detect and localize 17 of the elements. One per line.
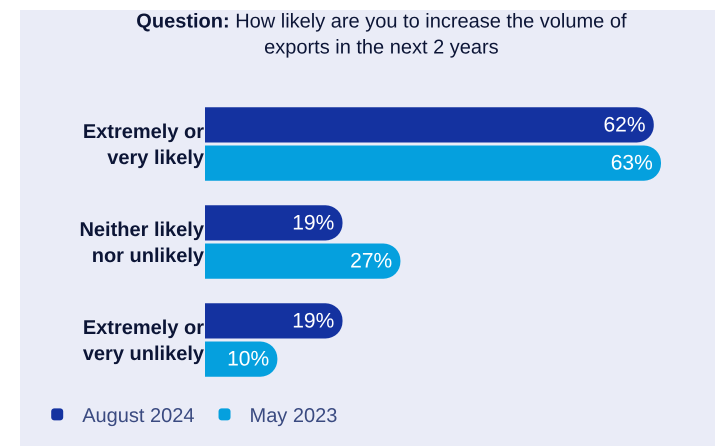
- bar: [205, 205, 343, 240]
- data-label: 62%: [603, 113, 646, 136]
- y-tick-label: Extremely or very unlikely: [82, 317, 205, 365]
- data-label: 63%: [610, 152, 653, 175]
- legend-label: August 2024: [82, 405, 195, 428]
- bar: [205, 303, 343, 338]
- data-label: 19%: [292, 211, 334, 234]
- y-tick-label: Extremely or very likely: [82, 121, 205, 169]
- data-label: 19%: [292, 309, 334, 332]
- chart-title: Question: How likely are you to increase the volume of exports in the next 2 years: [136, 10, 627, 58]
- y-tick-label: Neither likely nor unlikely: [79, 219, 205, 267]
- legend-label: May 2023: [250, 405, 338, 428]
- bar: [205, 244, 400, 279]
- data-label: 10%: [227, 348, 270, 371]
- bar: [205, 146, 661, 181]
- bar: [205, 107, 654, 142]
- data-label: 27%: [350, 250, 392, 273]
